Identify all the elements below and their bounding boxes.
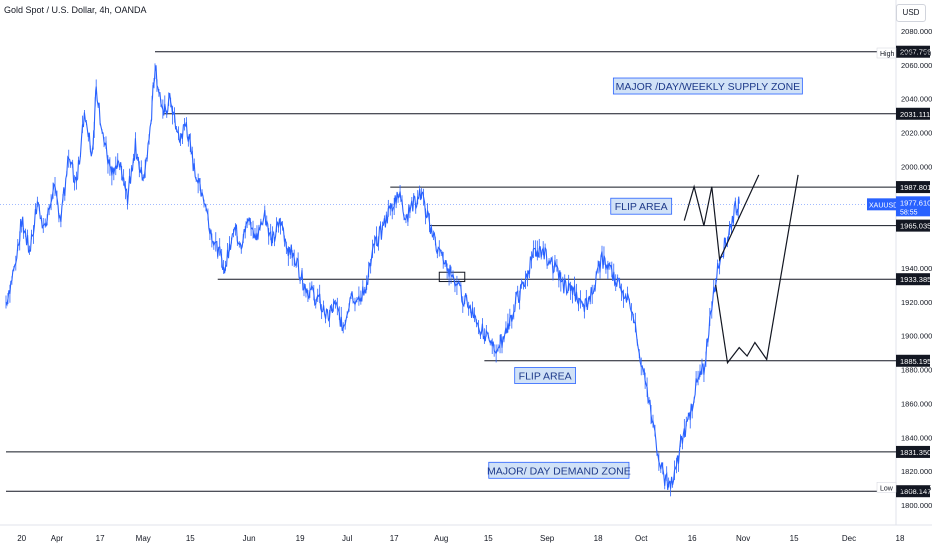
x-tick-label: Dec	[842, 534, 856, 543]
annotation-label: MAJOR /DAY/WEEKLY SUPPLY ZONE	[616, 81, 801, 93]
y-tick-label: 1800.000	[901, 501, 932, 510]
x-tick-label: 18	[896, 534, 905, 543]
projection-path[interactable]	[683, 174, 760, 262]
x-tick-label: 15	[484, 534, 493, 543]
low-marker-label: Low	[880, 485, 894, 492]
x-tick-label: Nov	[736, 534, 750, 543]
y-tick-label: 1940.000	[901, 264, 932, 273]
x-tick-label: Aug	[434, 534, 448, 543]
x-tick-label: 15	[790, 534, 799, 543]
highlight-box[interactable]	[438, 271, 466, 283]
y-tick-label: 2000.000	[901, 162, 932, 171]
level-price-tag	[896, 445, 930, 458]
level-price-tag	[896, 107, 930, 120]
annotation-box[interactable]	[514, 367, 576, 384]
low-marker-tag	[876, 482, 897, 493]
x-tick-label: 17	[390, 534, 399, 543]
x-tick-label: 17	[96, 534, 105, 543]
x-tick-label: Oct	[635, 534, 648, 543]
chart-title: Gold Spot / U.S. Dollar, 4h, OANDA	[4, 5, 147, 15]
level-price-tag	[896, 45, 930, 58]
level-price-label: 1831.350	[900, 448, 931, 457]
annotation-label: FLIP AREA	[519, 370, 572, 382]
level-price-label: 1885.195	[900, 357, 931, 366]
x-tick-label: Apr	[51, 534, 64, 543]
x-tick-label: 20	[17, 534, 26, 543]
level-price-label: 1965.035	[900, 222, 931, 231]
x-tick-label: 18	[594, 534, 603, 543]
y-tick-label: 2080.000	[901, 27, 932, 36]
annotation-box[interactable]	[612, 77, 803, 95]
x-tick-label: 19	[296, 534, 305, 543]
level-price-tag	[896, 273, 930, 286]
symbol-tag-label: XAUUSD	[869, 202, 898, 209]
level-price-label: 1808.147	[900, 487, 931, 496]
symbol-tag	[867, 198, 896, 211]
high-marker-tag	[876, 47, 897, 59]
level-price-tag	[896, 181, 930, 194]
y-tick-label: 2020.000	[901, 129, 932, 138]
annotation-box[interactable]	[610, 197, 673, 215]
y-tick-label: 1820.000	[901, 467, 932, 476]
y-tick-label: 1900.000	[901, 332, 932, 341]
level-price-tag	[896, 485, 930, 498]
annotation-label: FLIP AREA	[615, 201, 668, 213]
annotation-box[interactable]	[488, 461, 630, 479]
level-price-label: 2067.758	[900, 48, 931, 57]
y-tick-label: 2040.000	[901, 95, 932, 104]
y-tick-label: 1860.000	[901, 399, 932, 408]
annotation-label: MAJOR/ DAY DEMAND ZONE	[487, 465, 631, 477]
projection-path[interactable]	[715, 174, 799, 365]
level-price-tag	[896, 219, 930, 232]
x-tick-label: 15	[186, 534, 195, 543]
x-tick-label: May	[136, 534, 151, 543]
level-price-label: 1987.801	[900, 183, 931, 192]
x-tick-label: Jun	[243, 534, 256, 543]
price-series-line[interactable]	[5, 65, 740, 490]
y-tick-label: 1840.000	[901, 433, 932, 442]
high-marker-label: High	[880, 51, 895, 58]
level-price-tag	[896, 354, 930, 367]
high-marker-value: 2067.000	[900, 49, 931, 58]
y-tick-label: 1920.000	[901, 298, 932, 307]
y-tick-label: 2060.000	[901, 61, 932, 70]
low-marker-value: 1810.465	[900, 483, 931, 492]
bar-countdown: 58:55	[900, 209, 918, 216]
level-price-label: 1933.385	[900, 275, 931, 284]
level-price-label: 2031.111	[900, 110, 930, 119]
x-tick-label: 16	[688, 534, 697, 543]
currency-button[interactable]: USD	[896, 4, 926, 22]
y-tick-label: 1880.000	[901, 366, 932, 375]
x-tick-label: Sep	[540, 534, 555, 543]
last-price-label: 1977.610	[900, 198, 931, 207]
x-tick-label: Jul	[342, 534, 352, 543]
last-price-tag	[896, 196, 930, 217]
